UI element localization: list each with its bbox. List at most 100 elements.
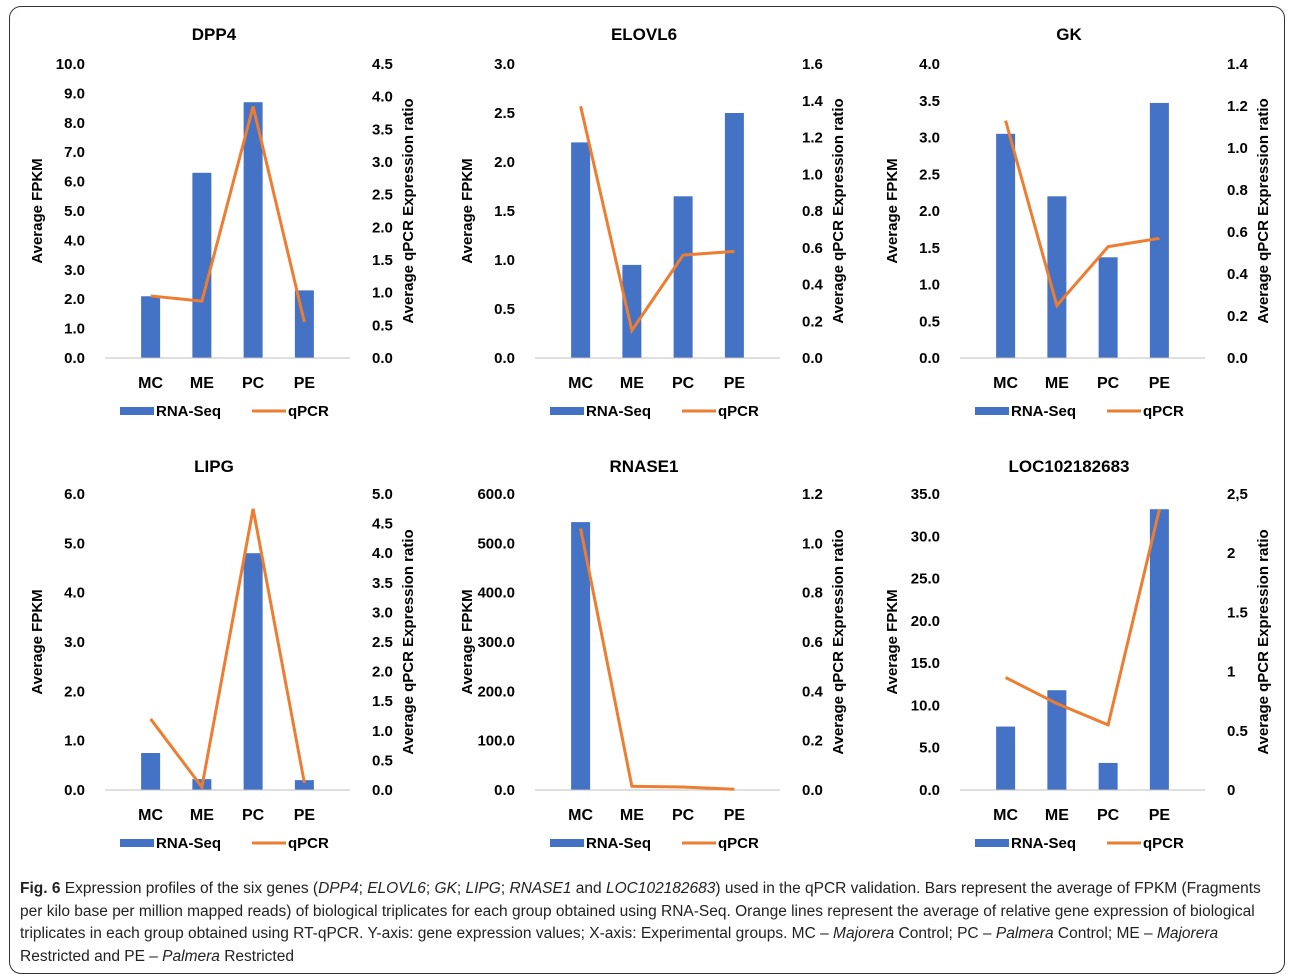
bar-me [1047,690,1067,790]
y-tick-label: 5.0 [64,203,85,220]
y2-tick-label: 0 [1227,782,1235,799]
caption-italic-term: Majorera [1156,925,1219,942]
x-tick-label: ME [190,807,214,824]
y-tick-label: 4.0 [64,232,85,249]
qpcr-line [579,105,735,335]
y-tick-label: 3.0 [494,56,515,73]
x-tick-label: PE [294,375,316,392]
caption-text: and [571,880,606,897]
y2-tick-label: 1.0 [802,166,823,183]
y2-tick-label: 0.6 [802,634,823,651]
legend-bar-label: RNA-Seq [586,835,651,852]
y2-axis-title: Average qPCR Expression ratio [400,98,417,323]
chart-rnase1: RNASE1 0.0 100.0 200.0 300.0 400.0 500.0 600.0 0… [459,457,847,852]
y2-tick-label: 4.5 [372,56,393,73]
caption-text: Control; ME – [1053,925,1157,942]
qpcr-line [579,528,735,791]
y2-tick-label: 0.2 [802,313,823,330]
chart-title: GK [1056,25,1082,44]
y-tick-label: 0.0 [494,782,515,799]
y-tick-label: 6.0 [64,486,85,503]
y-tick-label: 0.0 [494,350,515,367]
legend-bar-label: RNA-Seq [156,403,221,420]
y2-tick-label: 2.0 [372,664,393,681]
caption-italic-term: Majorera [833,925,895,942]
y2-tick-label: 1.5 [1227,604,1248,621]
y2-tick-label: 0.8 [1227,182,1248,199]
y-tick-label: 3.0 [919,130,940,147]
y2-tick-label: 1.0 [802,535,823,552]
legend-line-label: qPCR [718,835,759,852]
caption-text: ; [456,880,466,897]
y-tick-label: 2.0 [64,291,85,308]
y2-tick-label: 3.0 [372,604,393,621]
caption-text: Expression profiles of the six genes ( [60,880,319,897]
x-tick-label: PE [724,375,746,392]
y2-tick-label: 3.5 [372,121,393,138]
y2-tick-label: 0.6 [802,240,823,257]
qpcr-line [149,508,306,791]
caption-italic-term: Palmera [162,947,220,965]
y2-tick-label: 2 [1227,545,1235,562]
y2-tick-label: 1.0 [372,285,393,302]
legend-bar-label: RNA-Seq [1011,403,1076,420]
caption-text: Restricted and PE – [20,947,163,965]
x-tick-label: PE [1149,375,1171,392]
y2-tick-label: 0.2 [1227,308,1248,325]
legend-bar-label: RNA-Seq [586,403,651,420]
x-tick-label: PC [1097,807,1120,824]
y-tick-label: 2.0 [919,203,940,220]
y-tick-label: 600.0 [477,486,515,503]
bar-pc [243,553,263,790]
y-tick-label: 2.0 [64,683,85,700]
chart-title: DPP4 [192,25,237,44]
bar-pc [1098,257,1118,358]
caption-text: Restricted [219,947,294,965]
y-tick-label: 0.0 [919,782,940,799]
y2-axis-title: Average qPCR Expression ratio [830,98,847,323]
x-tick-label: PC [242,375,265,392]
bar-pc [243,102,263,358]
y2-tick-label: 2.5 [372,634,393,651]
y-axis-title: Average FPKM [884,158,901,263]
caption-text: Control; PC – [894,925,996,942]
y-tick-label: 8.0 [64,115,85,132]
y2-tick-label: 1.2 [1227,98,1248,115]
chart-title: ELOVL6 [611,25,677,44]
x-tick-label: MC [138,375,163,392]
y-tick-label: 2.5 [494,105,515,122]
y2-tick-label: 1.0 [1227,140,1248,157]
y-tick-label: 15.0 [911,655,940,672]
y-tick-label: 25.0 [911,571,940,588]
y-tick-label: 2.0 [494,154,515,171]
y2-tick-label: 0.6 [1227,224,1248,241]
bar-pe [294,780,314,790]
y2-tick-label: 3.0 [372,154,393,171]
y-tick-label: 0.5 [919,313,940,330]
chart-title: LIPG [194,457,234,476]
y2-tick-label: 0.0 [1227,350,1248,367]
y-tick-label: 30.0 [911,528,940,545]
bar-mc [141,753,161,790]
y-axis-title: Average FPKM [29,158,46,263]
y2-tick-label: 1.2 [802,486,823,503]
y-tick-label: 400.0 [477,585,515,602]
y-tick-label: 4.0 [64,585,85,602]
bar-me [1047,196,1067,358]
y-tick-label: 1.5 [494,203,515,220]
y2-tick-label: 2.5 [372,187,393,204]
x-tick-label: PE [724,807,746,824]
caption-italic-term: LIPG [465,880,501,897]
y-axis-title: Average FPKM [459,158,476,263]
y-tick-label: 0.0 [64,350,85,367]
caption-label: Fig. 6 [20,880,61,897]
caption-body: Expression profiles of the six genes (DP… [20,880,1261,965]
y2-tick-label: 1.4 [1227,56,1249,73]
x-tick-label: ME [620,807,644,824]
legend-bar-swatch [120,839,154,847]
y-tick-label: 1.0 [64,321,85,338]
caption-italic-term: DPP4 [318,880,359,897]
legend-line-label: qPCR [288,835,329,852]
chart-title: RNASE1 [610,457,679,476]
y2-tick-label: 5.0 [372,486,393,503]
